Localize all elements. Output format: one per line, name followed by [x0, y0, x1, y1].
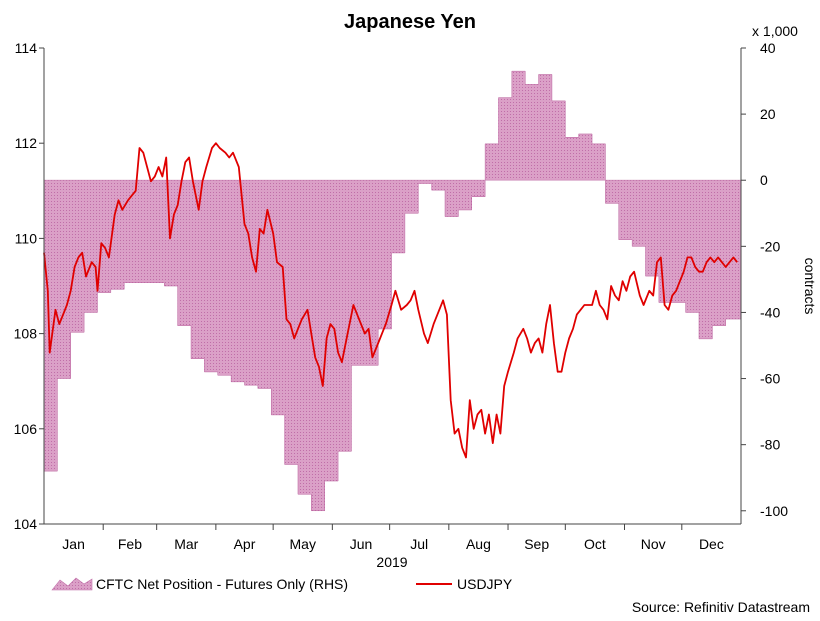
month-tick-label: Jul	[410, 536, 428, 552]
x-axis-label: 2019	[376, 554, 407, 570]
left-tick-label: 108	[14, 326, 38, 342]
month-tick-label: May	[290, 536, 316, 552]
right-tick-label: 0	[760, 172, 768, 188]
usdjpy-line	[43, 142, 738, 459]
right-tick-label: 20	[760, 106, 776, 122]
legend-area-label: CFTC Net Position - Futures Only (RHS)	[96, 576, 348, 592]
month-tick-label: Jun	[350, 536, 373, 552]
plot-background	[44, 48, 741, 524]
left-tick-label: 104	[14, 516, 38, 532]
month-tick-label: Nov	[641, 536, 666, 552]
legend-area-swatch	[51, 577, 93, 591]
left-tick-label: 106	[14, 421, 38, 437]
month-tick-label: Sep	[524, 536, 549, 552]
chart-title: Japanese Yen	[344, 11, 476, 33]
month-tick-label: Feb	[118, 536, 142, 552]
source-note: Source: Refinitiv Datastream	[632, 599, 810, 615]
right-axis-label: contracts	[802, 258, 818, 315]
month-tick-label: Apr	[234, 536, 256, 552]
left-tick-label: 114	[15, 40, 38, 56]
usdjpy-line-series	[43, 142, 738, 459]
month-tick-label: Jan	[62, 536, 85, 552]
right-tick-label: -60	[760, 371, 780, 387]
cftc-area-series	[43, 70, 742, 512]
right-axis-unit-note: x 1,000	[752, 23, 798, 39]
legend: CFTC Net Position - Futures Only (RHS) U…	[51, 576, 513, 592]
legend-line-label: USDJPY	[457, 576, 513, 592]
left-tick-label: 110	[15, 230, 38, 246]
right-tick-label: -100	[760, 503, 788, 519]
right-tick-label: -80	[760, 437, 780, 453]
right-tick-label: -20	[760, 238, 780, 254]
month-tick-label: Dec	[699, 536, 724, 552]
month-tick-label: Oct	[584, 536, 606, 552]
month-tick-label: Mar	[174, 536, 198, 552]
right-tick-label: 40	[760, 40, 776, 56]
right-tick-label: -40	[760, 304, 780, 320]
month-tick-label: Aug	[466, 536, 491, 552]
axes: 104 106 108 110 112 114 40 20 0 -20 -40 -60 -80 -100 J…	[14, 40, 789, 552]
cftc-area-path	[43, 70, 742, 512]
plot-area	[44, 48, 741, 524]
left-tick-label: 112	[15, 135, 38, 151]
